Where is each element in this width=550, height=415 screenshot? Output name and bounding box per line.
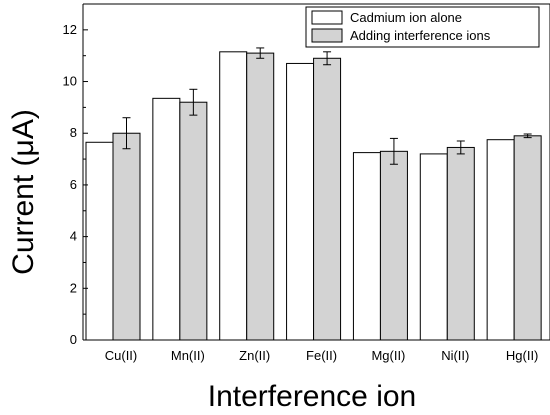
bar-adding-interference-6 — [513, 135, 542, 341]
legend-swatch-cadmium — [311, 10, 343, 25]
y-tick-label-8: 8 — [70, 125, 77, 140]
legend-swatch-interference — [311, 28, 343, 43]
bar-cadmium-alone-1 — [152, 97, 181, 341]
bar-cadmium-alone-2 — [219, 51, 248, 341]
x-axis-title: Interference ion — [208, 380, 416, 413]
x-tick-label-3: Fe(II) — [306, 348, 337, 363]
bar-cadmium-alone-5 — [419, 153, 448, 341]
bar-adding-interference-4 — [379, 150, 408, 341]
bar-cadmium-alone-6 — [486, 139, 515, 341]
bar-adding-interference-0 — [112, 132, 141, 341]
labels-layer: Cu(II) Mn(II) Zn(II) Fe(II) Mg(II) Ni(II) Hg(I… — [63, 22, 539, 363]
bar-adding-interference-1 — [179, 101, 208, 341]
bar-cadmium-alone-4 — [352, 152, 381, 341]
bars-layer — [85, 51, 542, 341]
legend-label-cadmium: Cadmium ion alone — [350, 10, 462, 25]
x-tick-label-0: Cu(II) — [105, 348, 138, 363]
legend-label-interference: Adding interference ions — [350, 28, 491, 43]
bar-adding-interference-2 — [246, 52, 275, 341]
x-tick-label-5: Ni(II) — [441, 348, 469, 363]
y-tick-label-10: 10 — [63, 74, 77, 89]
bar-cadmium-alone-0 — [85, 141, 114, 341]
axes-layer — [82, 3, 550, 341]
legend-box — [305, 6, 540, 48]
x-tick-label-6: Hg(II) — [506, 348, 539, 363]
y-tick-label-4: 4 — [70, 229, 77, 244]
x-tick-label-1: Mn(II) — [171, 348, 205, 363]
y-tick-label-2: 2 — [70, 280, 77, 295]
x-tick-label-2: Zn(II) — [239, 348, 270, 363]
y-tick-label-0: 0 — [70, 332, 77, 347]
x-tick-label-4: Mg(II) — [371, 348, 405, 363]
y-tick-label-12: 12 — [63, 22, 77, 37]
bar-adding-interference-5 — [446, 146, 475, 341]
bar-cadmium-alone-3 — [286, 62, 315, 341]
y-axis-title: Current (μA) — [7, 109, 40, 275]
y-tick-label-6: 6 — [70, 177, 77, 192]
error-bars-layer — [122, 47, 532, 165]
legend: Cadmium ion alone Adding interference io… — [305, 6, 540, 48]
bar-adding-interference-3 — [313, 57, 342, 341]
